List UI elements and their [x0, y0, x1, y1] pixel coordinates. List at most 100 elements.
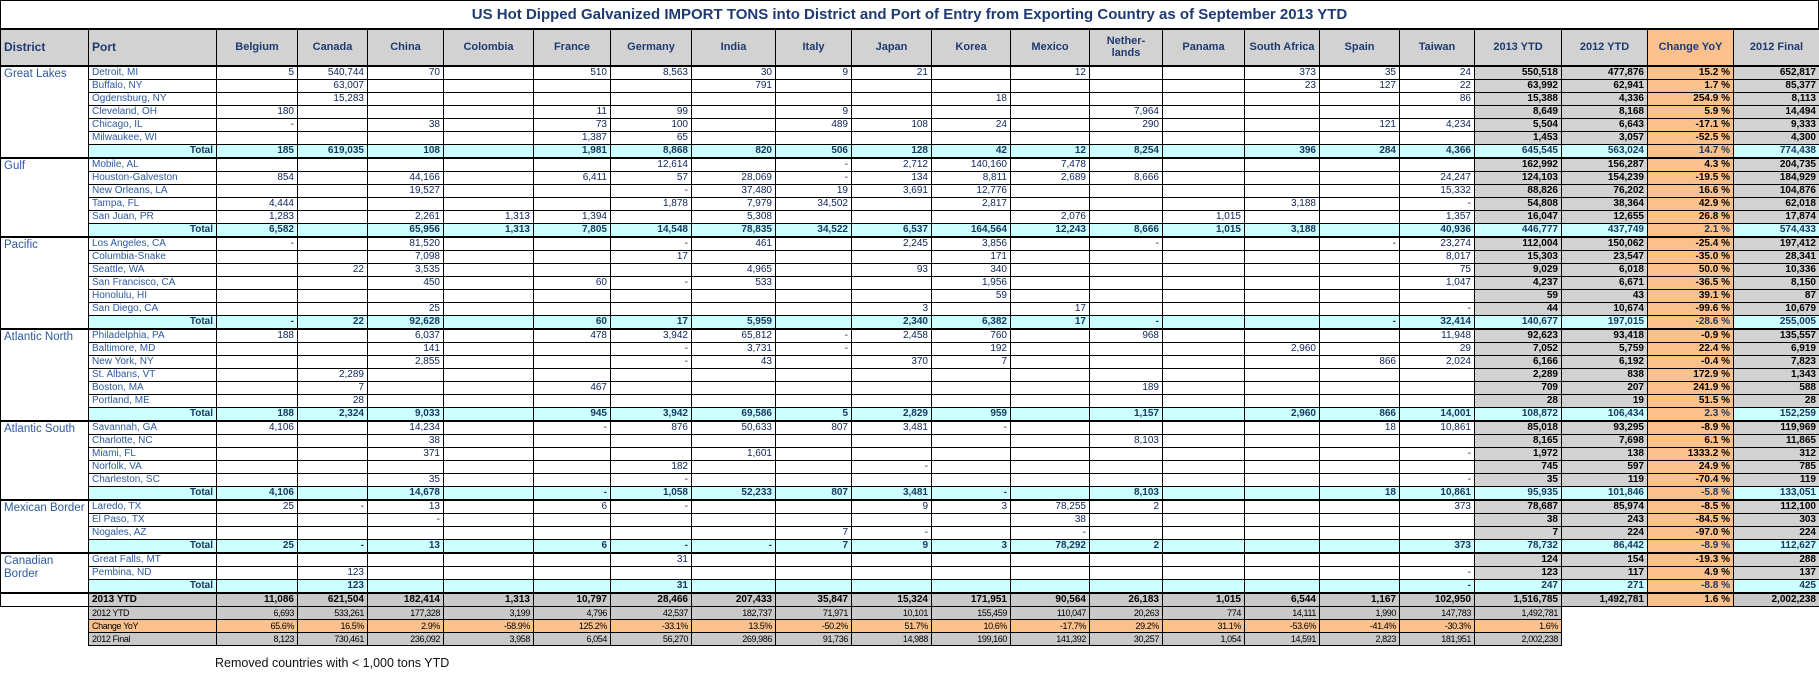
- total-cell: 645,545: [1474, 143, 1562, 158]
- data-cell: 4,444: [216, 196, 298, 211]
- data-cell: 303: [1733, 512, 1819, 527]
- data-cell: [610, 512, 692, 527]
- data-cell: 92,623: [1474, 327, 1562, 343]
- col-header-change-yoy: Change YoY: [1647, 29, 1734, 67]
- data-cell: [610, 380, 692, 395]
- total-cell: 774,438: [1733, 143, 1819, 158]
- port-row: Nogales, AZ 7- -7 224 -97.0 % 224: [1, 525, 1819, 540]
- data-cell: -35.0 %: [1647, 249, 1734, 264]
- data-cell: [1319, 91, 1400, 106]
- data-cell: [1319, 525, 1400, 540]
- data-cell: 373: [1244, 64, 1320, 80]
- data-cell: 15,332: [1399, 183, 1475, 198]
- data-cell: -97.0 %: [1647, 525, 1734, 540]
- total-cell: 188: [216, 406, 298, 421]
- data-cell: [443, 498, 534, 514]
- data-cell: [1089, 130, 1163, 145]
- data-cell: [931, 393, 1011, 408]
- data-cell: [1399, 156, 1475, 172]
- summary-cell: 28,466: [610, 591, 692, 607]
- data-cell: [931, 78, 1011, 93]
- data-cell: 1,387: [533, 130, 611, 145]
- total-cell: [1162, 578, 1245, 593]
- data-cell: [1089, 78, 1163, 93]
- total-cell: 101,846: [1561, 485, 1648, 500]
- data-cell: -99.6 %: [1647, 301, 1734, 316]
- data-cell: [610, 78, 692, 93]
- data-cell: [1319, 209, 1400, 224]
- data-cell: 8,165: [1474, 433, 1562, 448]
- data-cell: [1089, 525, 1163, 540]
- port-row: Portland, ME 28 28 19 51.5 % 28: [1, 393, 1819, 408]
- port-cell: St. Albans, VT: [88, 367, 217, 382]
- summary-cell: 16.5%: [297, 618, 368, 633]
- total-cell: 3: [931, 538, 1011, 553]
- total-cell: 5: [775, 406, 852, 421]
- total-label: Total: [88, 578, 217, 593]
- data-cell: -0.9 %: [1647, 327, 1734, 343]
- data-cell: [533, 156, 611, 172]
- data-cell: [297, 525, 368, 540]
- data-cell: [297, 104, 368, 119]
- data-cell: 62,018: [1733, 196, 1819, 211]
- data-cell: 4,300: [1733, 130, 1819, 145]
- data-cell: [367, 525, 444, 540]
- port-cell: Baltimore, MD: [88, 341, 217, 356]
- data-cell: [931, 64, 1011, 80]
- total-cell: [1162, 143, 1245, 158]
- data-cell: [1162, 498, 1245, 514]
- data-cell: [443, 354, 534, 369]
- data-cell: [851, 91, 932, 106]
- data-cell: 60: [533, 275, 611, 290]
- data-cell: 10,674: [1561, 301, 1648, 316]
- summary-cell: 236,092: [367, 631, 444, 646]
- data-cell: 1,394: [533, 209, 611, 224]
- summary-cell: 1,516,785: [1474, 591, 1562, 607]
- port-cell: Tampa, FL: [88, 196, 217, 211]
- data-cell: [775, 235, 852, 251]
- data-cell: 134: [851, 170, 932, 185]
- summary-cell: 4,796: [533, 605, 611, 620]
- data-cell: 150,062: [1561, 235, 1648, 251]
- total-cell: 112,627: [1733, 538, 1819, 553]
- data-cell: 93,418: [1561, 327, 1648, 343]
- data-cell: [533, 183, 611, 198]
- summary-cell: -50.2%: [775, 618, 852, 633]
- port-cell: Houston-Galveston: [88, 170, 217, 185]
- data-cell: [1089, 288, 1163, 303]
- data-cell: [1010, 288, 1090, 303]
- data-cell: 1,343: [1733, 367, 1819, 382]
- data-cell: [1399, 393, 1475, 408]
- data-cell: [931, 472, 1011, 487]
- total-cell: [367, 578, 444, 593]
- data-cell: [443, 104, 534, 119]
- data-cell: 652,817: [1733, 64, 1819, 80]
- data-cell: [775, 446, 852, 461]
- data-cell: [1319, 380, 1400, 395]
- data-cell: [1319, 301, 1400, 316]
- total-cell: 14,548: [610, 222, 692, 237]
- data-cell: [297, 446, 368, 461]
- summary-cell: -30.3%: [1399, 618, 1475, 633]
- total-cell: 2,340: [851, 314, 932, 329]
- data-cell: [1010, 551, 1090, 567]
- data-cell: 1.7 %: [1647, 78, 1734, 93]
- data-cell: 2,076: [1010, 209, 1090, 224]
- data-cell: [367, 91, 444, 106]
- summary-cell: 35,847: [775, 591, 852, 607]
- data-cell: [775, 288, 852, 303]
- data-cell: 44: [1474, 301, 1562, 316]
- data-cell: 123: [297, 565, 368, 580]
- data-cell: [1244, 367, 1320, 382]
- data-cell: -: [610, 341, 692, 356]
- data-cell: [297, 249, 368, 264]
- data-cell: 104,876: [1733, 183, 1819, 198]
- data-cell: 124: [1474, 551, 1562, 567]
- total-cell: -: [691, 538, 776, 553]
- data-cell: [851, 565, 932, 580]
- total-cell: 2,960: [1244, 406, 1320, 421]
- summary-row-2013-ytd: 2013 YTD 11,086 621,504 182,414 1,313 10,797 2…: [0, 591, 1819, 607]
- data-cell: -: [610, 183, 692, 198]
- data-cell: 4,965: [691, 262, 776, 277]
- summary-cell: 51.7%: [851, 618, 932, 633]
